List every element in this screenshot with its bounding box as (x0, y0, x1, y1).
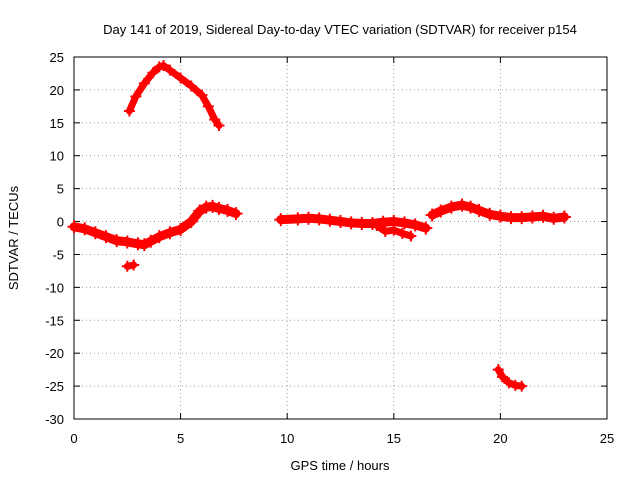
y-axis-label: SDTVAR / TECUs (6, 185, 21, 290)
y-tick-label: 20 (50, 83, 64, 98)
data-point (323, 213, 337, 227)
data-point (408, 218, 422, 232)
data-point (312, 212, 326, 226)
data-point (397, 216, 411, 230)
y-tick-label: -25 (45, 379, 64, 394)
x-tick-label: 10 (280, 431, 294, 446)
data-point (221, 203, 235, 217)
x-tick-label: 0 (70, 431, 77, 446)
data-point (503, 377, 515, 389)
data-point (492, 364, 504, 376)
x-tick-label: 25 (600, 431, 614, 446)
data-point (516, 380, 528, 392)
y-tick-label: -10 (45, 280, 64, 295)
data-point (405, 230, 417, 242)
y-tick-label: -15 (45, 313, 64, 328)
data-series (67, 60, 571, 392)
y-axis: 25 20 15 10 5 0 -5 -10 -15 -20 -25 -30 (45, 50, 607, 427)
data-point (184, 215, 198, 229)
data-point (371, 219, 383, 231)
y-tick-label: 25 (50, 50, 64, 65)
data-point (229, 207, 243, 221)
x-axis: 0 5 10 15 20 25 (70, 57, 614, 446)
x-tick-label: 15 (387, 431, 401, 446)
data-point (334, 215, 347, 229)
data-point (212, 201, 226, 215)
y-tick-label: -5 (52, 247, 64, 262)
data-point (175, 72, 187, 84)
y-tick-label: 15 (50, 116, 64, 131)
y-tick-label: 0 (57, 215, 64, 230)
data-point (185, 80, 197, 92)
data-point (464, 200, 478, 214)
data-point (67, 220, 81, 234)
series-arc-6 (425, 198, 571, 225)
data-point (78, 222, 92, 236)
data-point (196, 89, 208, 101)
data-point (434, 204, 448, 218)
data-point (144, 234, 158, 248)
data-point (152, 230, 166, 244)
data-point (472, 203, 486, 217)
data-point (137, 238, 151, 252)
data-point (163, 226, 177, 240)
data-point (388, 224, 400, 236)
data-point (483, 207, 497, 221)
data-point (147, 67, 159, 79)
data-point (536, 209, 550, 223)
data-point (425, 208, 439, 222)
x-tick-label: 20 (493, 431, 507, 446)
data-point (120, 235, 134, 249)
chart-title: Day 141 of 2019, Sidereal Day-to-day VTE… (103, 22, 577, 37)
y-tick-label: -30 (45, 412, 64, 427)
data-point (123, 105, 135, 117)
data-point (202, 100, 214, 112)
plot-frame (73, 56, 608, 420)
data-point (128, 259, 140, 271)
series-arc-1 (67, 199, 243, 252)
y-tick-label: -20 (45, 346, 64, 361)
grid-lines (74, 57, 607, 419)
data-point (547, 211, 561, 225)
data-point (138, 77, 150, 89)
x-axis-label: GPS time / hours (291, 458, 390, 473)
data-point (497, 371, 509, 383)
data-point (209, 114, 221, 126)
data-point (444, 200, 458, 214)
data-point (396, 227, 408, 239)
data-point (274, 213, 288, 227)
series-arc-4 (274, 211, 433, 235)
y-tick-label: 10 (50, 149, 64, 164)
data-point (174, 222, 188, 236)
series-arc-5 (371, 219, 417, 242)
data-point (493, 209, 507, 223)
data-point (130, 90, 142, 102)
series-arc-2 (121, 259, 140, 272)
x-tick-label: 5 (177, 431, 184, 446)
data-point (419, 221, 433, 235)
data-point (213, 119, 225, 131)
data-point (164, 64, 176, 76)
series-arc-7 (492, 364, 528, 392)
data-point (206, 199, 220, 213)
data-point (121, 260, 133, 272)
data-point (99, 230, 113, 244)
y-tick-label: 5 (57, 182, 64, 197)
data-point (110, 234, 124, 248)
data-point (158, 60, 170, 72)
series-arc-3 (123, 60, 225, 131)
data-point (88, 226, 102, 240)
data-point (379, 225, 391, 237)
data-point (455, 198, 469, 212)
data-point (557, 210, 571, 224)
